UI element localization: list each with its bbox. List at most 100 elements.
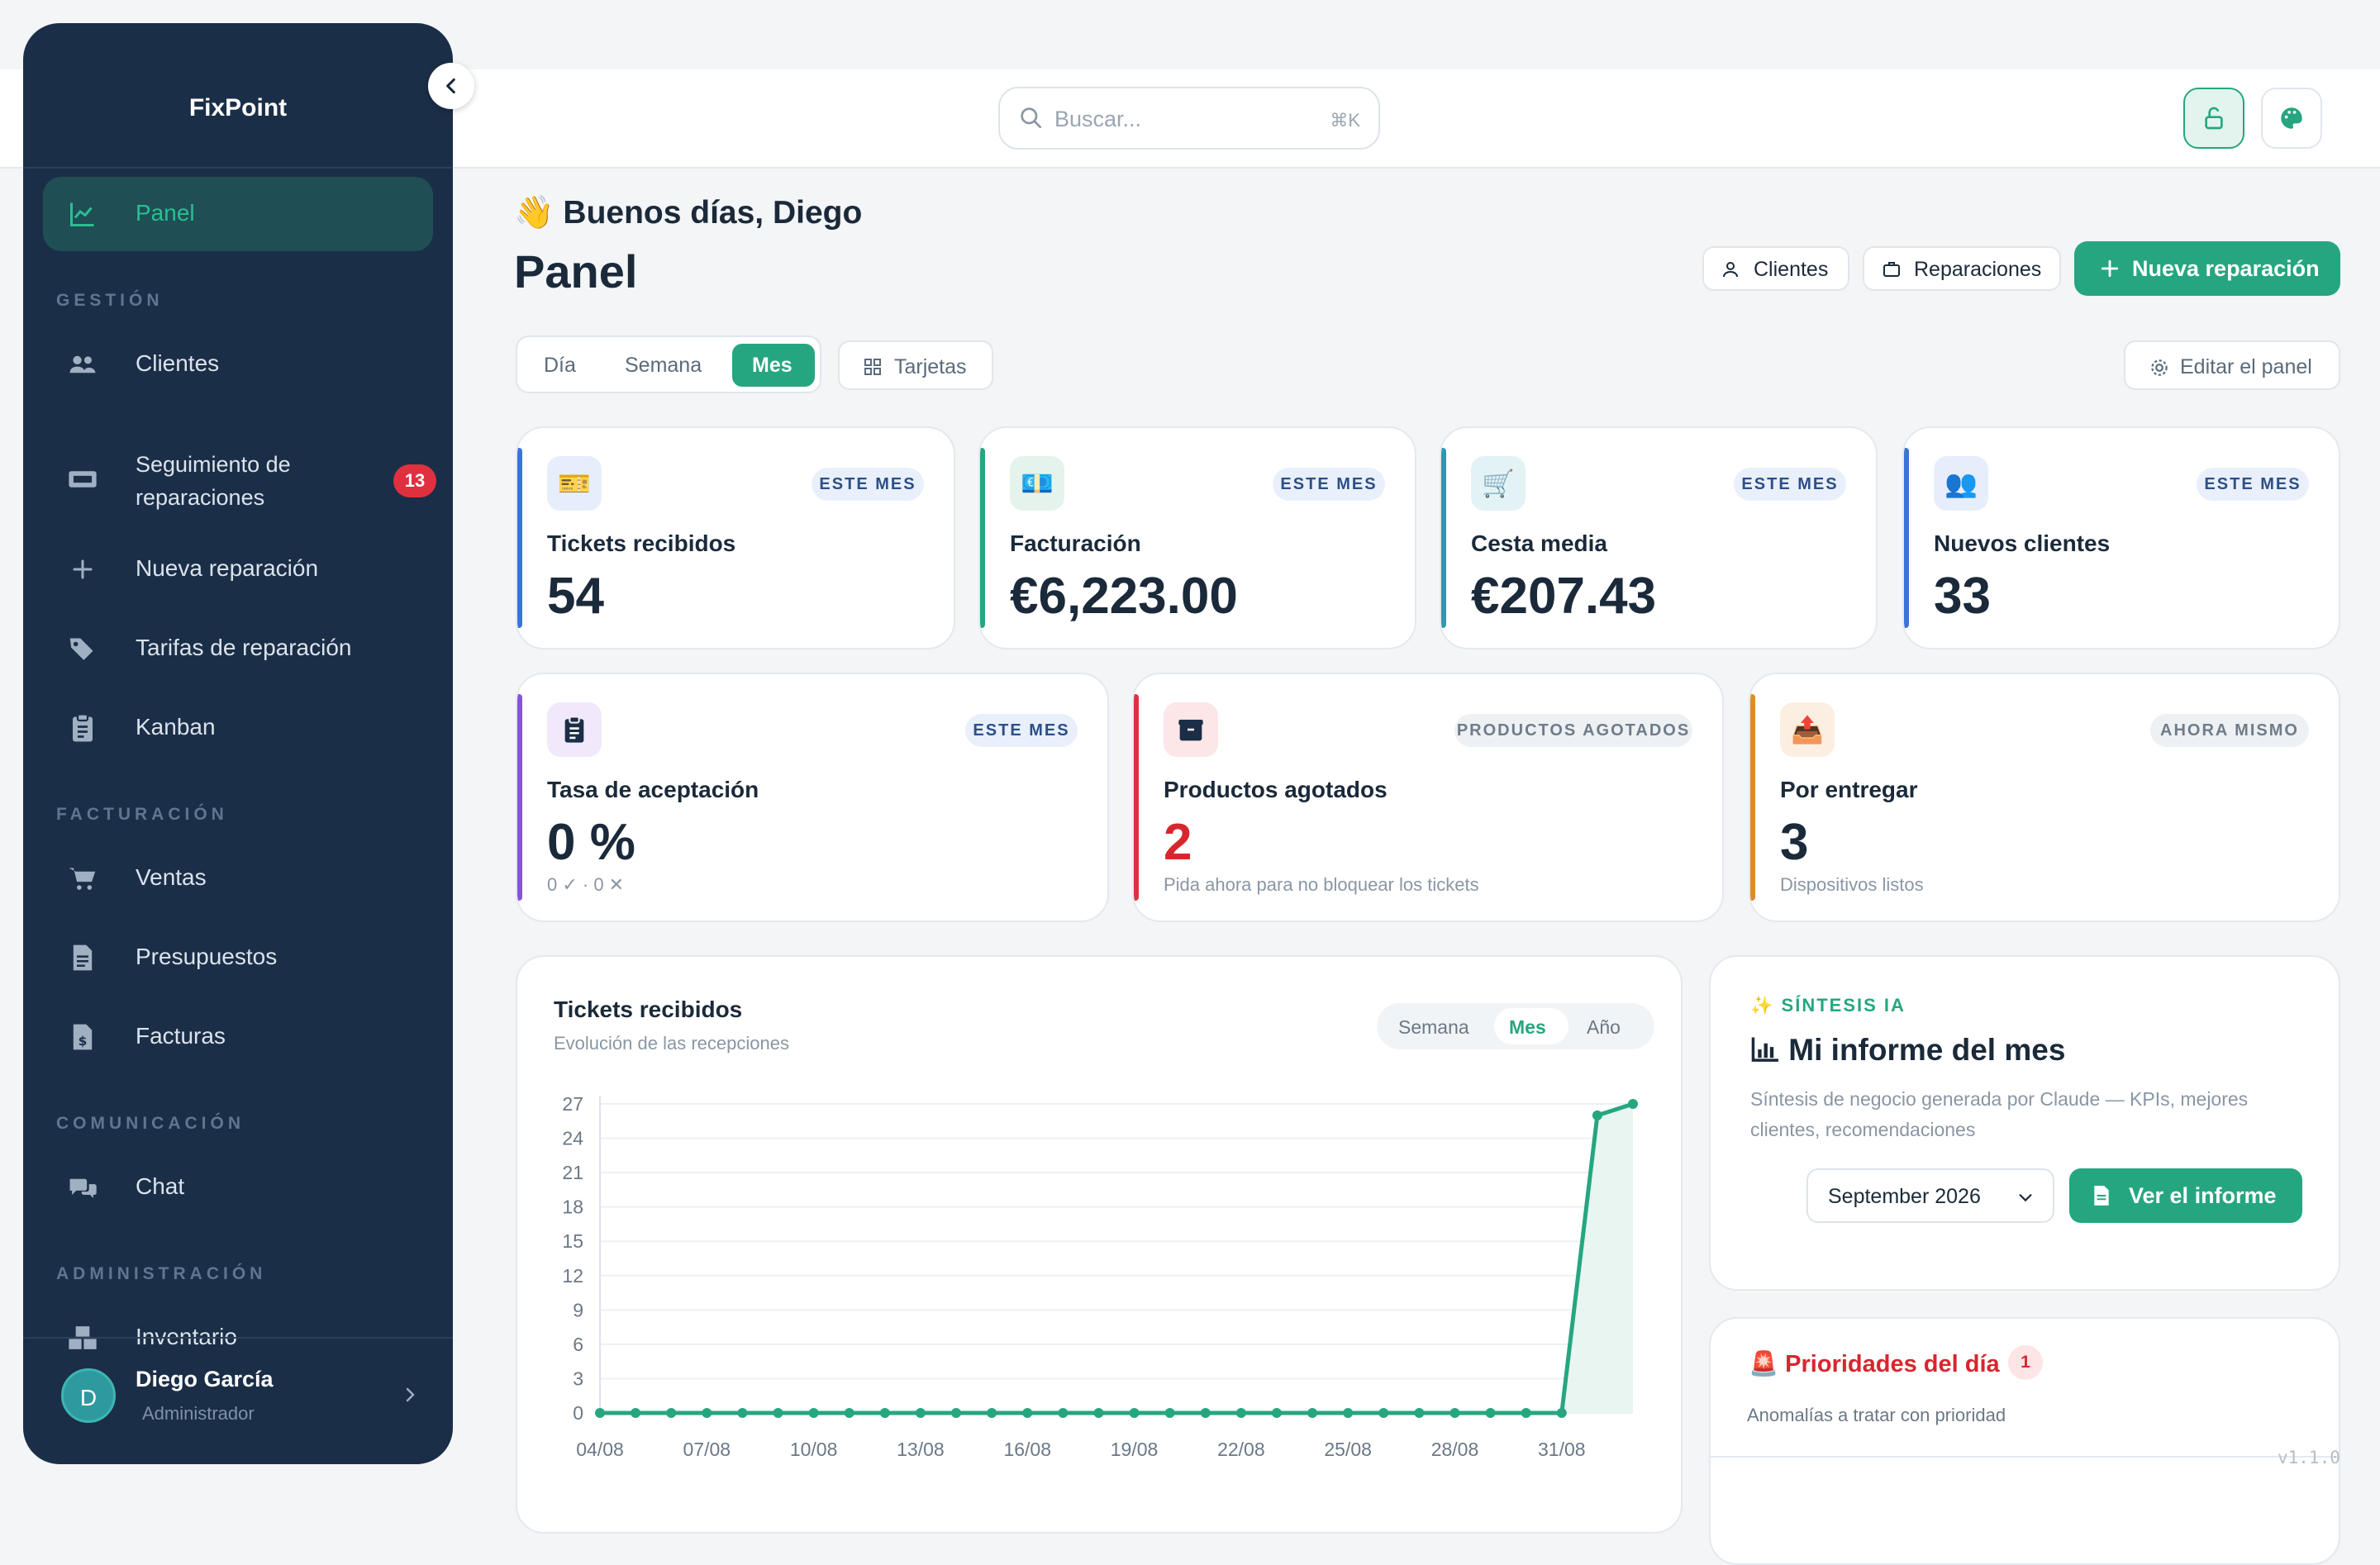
sidebar-divider	[23, 1337, 453, 1339]
kpi-title: Productos agotados	[1164, 777, 1388, 802]
data-point	[1449, 1408, 1460, 1418]
clientes-button[interactable]: Clientes	[1702, 246, 1849, 291]
sidebar-item-ventas[interactable]: Ventas	[43, 841, 433, 916]
plus-icon	[68, 554, 98, 584]
sidebar-item-clientes[interactable]: Clientes	[43, 327, 433, 402]
series-line	[600, 1101, 1634, 1415]
sidebar-item-nueva-reparacion[interactable]: Nueva reparación	[43, 532, 433, 606]
y-tick-label: 12	[562, 1265, 583, 1287]
y-tick-label: 27	[562, 1093, 583, 1115]
y-tick-label: 15	[562, 1230, 583, 1252]
sidebar-item-facturas[interactable]: $ Facturas	[43, 1000, 433, 1074]
kpi-value: 33	[1934, 568, 1991, 625]
ai-tag: ✨ SÍNTESIS IA	[1750, 995, 1906, 1016]
wave-icon: 👋	[514, 195, 555, 231]
search-input[interactable]: Buscar... ⌘K	[998, 87, 1380, 150]
sparkle-icon: ✨	[1750, 995, 1775, 1016]
sidebar-item-inventario[interactable]: Inventario	[43, 1301, 433, 1375]
edit-panel-label: Editar el panel	[2180, 355, 2312, 378]
data-point	[844, 1408, 854, 1418]
view-report-button[interactable]: Ver el informe	[2069, 1168, 2302, 1223]
kpi-value: 54	[547, 568, 604, 625]
data-point	[915, 1408, 926, 1418]
data-point	[595, 1408, 605, 1418]
sidebar-item-presupuestos[interactable]: Presupuestos	[43, 920, 433, 995]
data-point	[1271, 1408, 1282, 1418]
sidebar-item-label: Chat	[136, 1173, 185, 1199]
x-tick-label: 16/08	[1003, 1439, 1051, 1460]
tickets-line-chart: 0 3 6 9 12 15 18 21 24 27 04/08 07/08 10/08 13/08 16/0…	[562, 1093, 1638, 1460]
data-point	[773, 1408, 783, 1418]
tarjetas-button[interactable]: Tarjetas	[838, 340, 993, 390]
ai-description: Síntesis de negocio generada por Claude …	[1750, 1088, 2249, 1140]
chevron-down-icon	[2019, 1194, 2032, 1202]
search-shortcut: ⌘K	[1330, 110, 1360, 131]
view-report-label: Ver el informe	[2129, 1183, 2277, 1208]
chevron-left-icon	[446, 78, 455, 94]
sidebar-item-label: Kanban	[136, 714, 216, 740]
data-point	[1058, 1408, 1069, 1418]
y-tick-label: 6	[573, 1334, 583, 1355]
reparaciones-label: Reparaciones	[1914, 258, 2042, 281]
sidebar-item-chat[interactable]: Chat	[43, 1150, 433, 1225]
palette-icon	[2281, 107, 2302, 129]
period-mes[interactable]: Mes	[752, 354, 793, 377]
kpi-card: 📤 AHORA MISMO Por entregar 3 Dispositivo…	[1749, 673, 2340, 922]
sidebar-item-kanban[interactable]: Kanban	[43, 691, 433, 765]
avatar: D	[61, 1368, 116, 1423]
x-tick-label: 13/08	[897, 1439, 945, 1460]
invoice-icon: $	[68, 1022, 98, 1052]
ticket-icon	[68, 464, 98, 494]
kpi-title: Tasa de aceptación	[547, 777, 759, 802]
card-accent	[1134, 694, 1139, 901]
chart-title: Tickets recibidos	[554, 997, 743, 1022]
users-icon: 👥	[1934, 456, 1988, 511]
edit-panel-button[interactable]: Editar el panel	[2124, 340, 2340, 390]
sidebar-divider	[23, 167, 453, 169]
y-tick-label: 21	[562, 1162, 583, 1183]
page-title: Panel	[514, 245, 638, 297]
month-select-value: September 2026	[1828, 1185, 1981, 1208]
sidebar-item-seguimiento[interactable]: Seguimiento de reparaciones 13	[43, 441, 436, 517]
period-pill: ESTE MES	[1734, 468, 1846, 501]
sidebar-item-tarifas[interactable]: Tarifas de reparación	[43, 611, 433, 686]
data-point	[702, 1408, 712, 1418]
toggle-mes[interactable]: Mes	[1509, 1016, 1546, 1038]
ai-report-card: ✨ SÍNTESIS IA Mi informe del mes Síntesi…	[1709, 955, 2340, 1291]
sidebar-item-label: Ventas	[136, 864, 207, 890]
new-repair-button[interactable]: Nueva reparación	[2074, 241, 2340, 296]
theme-button[interactable]	[2261, 88, 2322, 149]
bar-chart-icon	[1751, 1037, 1778, 1062]
lock-button[interactable]	[2183, 88, 2244, 149]
ai-title-text: Mi informe del mes	[1788, 1033, 2066, 1067]
toggle-ano[interactable]: Año	[1587, 1016, 1621, 1038]
sidebar-item-label: Inventario	[136, 1324, 237, 1349]
section-gestion: GESTIÓN	[56, 291, 164, 310]
sidebar-item-panel[interactable]: Panel	[43, 177, 433, 251]
data-point	[631, 1408, 641, 1418]
document-icon	[2094, 1186, 2109, 1206]
collapse-sidebar-button[interactable]	[428, 63, 474, 109]
period-dia[interactable]: Día	[544, 354, 576, 377]
priorities-card: 🚨 Prioridades del día 1 Anomalías a trat…	[1709, 1317, 2340, 1565]
tags-icon	[68, 634, 98, 664]
money-icon: 💶	[1010, 456, 1064, 511]
section-facturacion: FACTURACIÓN	[56, 805, 228, 824]
period-semana[interactable]: Semana	[625, 354, 702, 377]
clipboard-icon	[68, 713, 98, 743]
data-point	[951, 1408, 962, 1418]
cart-icon: 🛒	[1471, 456, 1526, 511]
x-tick-label: 28/08	[1431, 1439, 1479, 1460]
ai-tag-text: SÍNTESIS IA	[1781, 995, 1906, 1016]
chat-icon	[68, 1173, 98, 1202]
priorities-count-badge: 1	[2008, 1345, 2043, 1380]
card-accent	[517, 448, 522, 628]
cart-icon	[68, 863, 98, 893]
reparaciones-button[interactable]: Reparaciones	[1863, 246, 2061, 291]
data-point	[987, 1408, 997, 1418]
sidebar-item-label: Nueva reparación	[136, 555, 319, 581]
user-profile[interactable]: D Diego García Administrador	[23, 1337, 453, 1464]
data-point	[1521, 1408, 1531, 1418]
month-select[interactable]: September 2026	[1806, 1168, 2054, 1223]
toggle-semana[interactable]: Semana	[1398, 1016, 1469, 1038]
